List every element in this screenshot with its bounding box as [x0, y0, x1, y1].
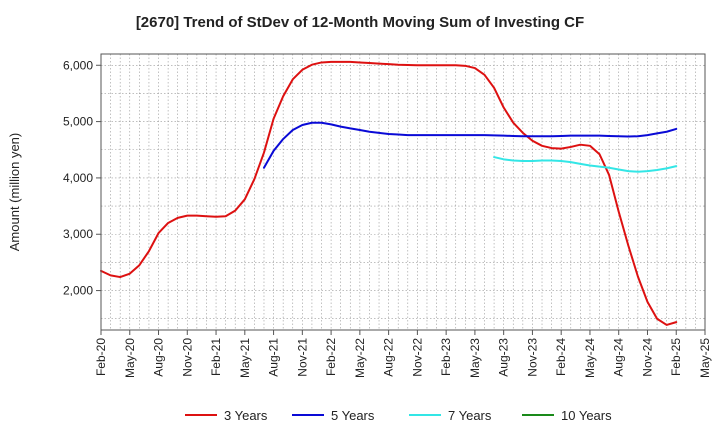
y-axis-title: Amount (million yen) — [7, 133, 22, 252]
legend-label: 10 Years — [561, 408, 612, 423]
x-tick-label: Nov-23 — [525, 338, 539, 377]
x-tick-label: Nov-22 — [410, 338, 424, 377]
x-tick-label: Aug-24 — [612, 338, 626, 377]
x-tick-label: Feb-21 — [209, 338, 223, 376]
legend: 3 Years 5 Years 7 Years 10 Years — [185, 408, 612, 423]
legend-label: 7 Years — [448, 408, 492, 423]
x-tick-label: Feb-22 — [324, 338, 338, 376]
plot-area — [100, 53, 706, 331]
x-tick-label: May-21 — [238, 338, 252, 378]
x-tick-label: Feb-25 — [669, 338, 683, 376]
x-tick-label: Nov-21 — [295, 338, 309, 377]
x-tick-label: May-22 — [353, 338, 367, 378]
x-tick-label: Feb-23 — [439, 338, 453, 376]
x-tick-label: May-24 — [583, 338, 597, 378]
x-tick-label: Nov-20 — [180, 338, 194, 377]
series-line — [262, 121, 678, 169]
y-tick-label: 4,000 — [63, 171, 93, 185]
x-tick-label: Feb-20 — [94, 338, 108, 376]
x-tick-label: Aug-22 — [382, 338, 396, 377]
x-tick-label: Feb-24 — [554, 338, 568, 376]
x-tick-label: Nov-24 — [640, 338, 654, 377]
y-tick-label: 2,000 — [63, 284, 93, 298]
legend-label: 5 Years — [331, 408, 375, 423]
series-lines — [100, 60, 678, 326]
x-axis-ticks: Feb-20 May-20 Aug-20 Nov-20 Feb-21 May-21 Aug-… — [94, 330, 712, 378]
y-tick-label: 6,000 — [63, 58, 93, 72]
y-axis-ticks: 2,000 3,000 4,000 5,000 6,000 — [63, 58, 101, 298]
y-tick-label: 3,000 — [63, 227, 93, 241]
series-line — [100, 60, 678, 326]
gridlines — [100, 54, 706, 330]
x-tick-label: May-23 — [468, 338, 482, 378]
legend-label: 3 Years — [224, 408, 268, 423]
x-tick-label: May-25 — [698, 338, 712, 378]
x-tick-label: Aug-23 — [497, 338, 511, 377]
series-line — [493, 156, 678, 173]
x-tick-label: Aug-20 — [152, 338, 166, 377]
x-tick-label: May-20 — [123, 338, 137, 378]
chart-title: [2670] Trend of StDev of 12-Month Moving… — [135, 14, 585, 31]
x-tick-label: Aug-21 — [267, 338, 281, 377]
y-tick-label: 5,000 — [63, 115, 93, 129]
